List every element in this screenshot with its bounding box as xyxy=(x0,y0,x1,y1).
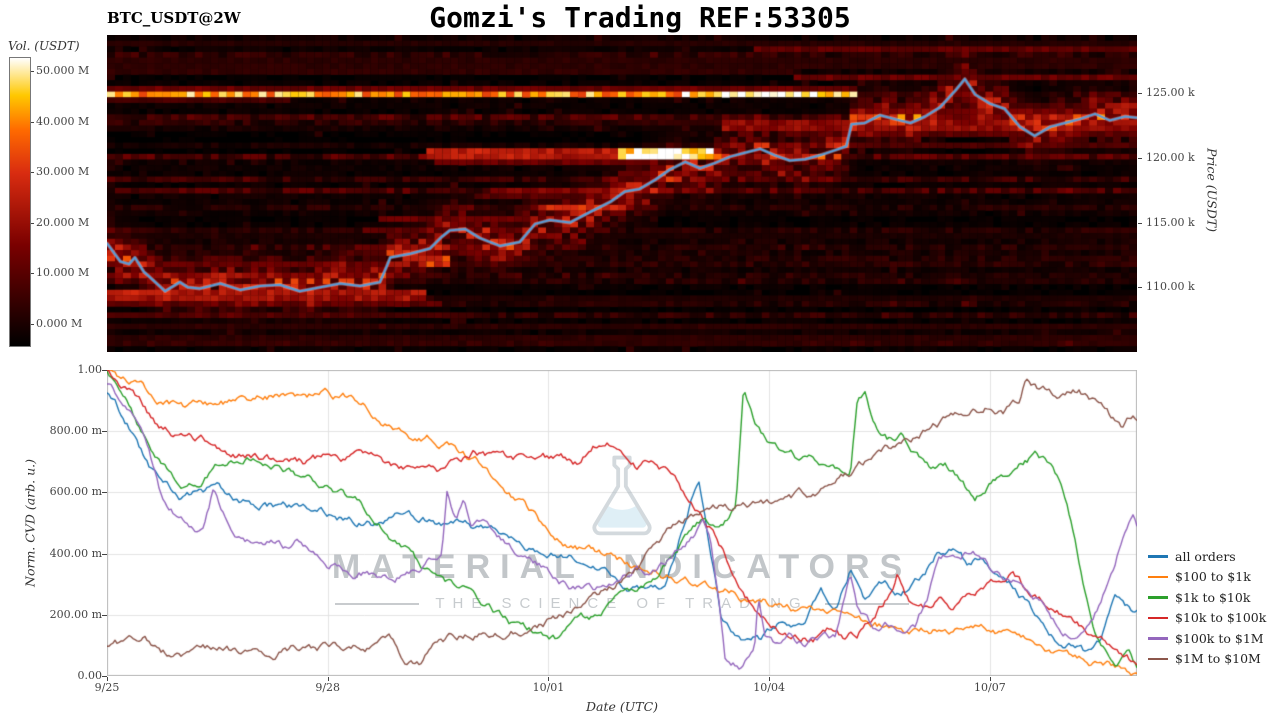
legend: all orders $100 to $1k $1k to $10k $10k to … xyxy=(1148,546,1266,669)
cvd-x-tick-mark xyxy=(107,677,108,681)
price-axis-label: Price (USDT) xyxy=(1204,148,1220,232)
price-tick-label: 110.00 k xyxy=(1146,280,1195,294)
cvd-y-tick-label: 0.00 xyxy=(77,669,103,682)
price-tick-label: 115.00 k xyxy=(1146,215,1195,229)
colorbar-tick-label: 0.000 M xyxy=(36,317,83,330)
cvd-y-tick-label: 400.00 m xyxy=(49,546,102,560)
legend-swatch xyxy=(1148,575,1168,578)
cvd-x-tick-mark xyxy=(989,677,991,681)
cvd-y-tick-label: 200.00 m xyxy=(49,607,102,621)
legend-label: $10k to $100k xyxy=(1175,610,1267,626)
legend-item: $100 to $1k xyxy=(1148,567,1266,588)
colorbar-tick-label: 30.000 M xyxy=(36,165,90,179)
colorbar-tick-label: 50.000 M xyxy=(36,64,90,77)
cvd-y-tick-mark xyxy=(102,431,107,433)
price-tick-mark xyxy=(1138,287,1142,289)
legend-swatch xyxy=(1148,616,1168,619)
cvd-y-tick-mark xyxy=(102,614,107,616)
colorbar-tick-mark xyxy=(31,273,34,275)
cvd-x-tick-label: 9/28 xyxy=(315,681,341,694)
cvd-x-tick-mark xyxy=(769,677,771,681)
colorbar-tick-mark xyxy=(31,172,34,174)
colorbar xyxy=(9,57,31,347)
legend-swatch xyxy=(1148,555,1168,558)
price-tick-label: 120.00 k xyxy=(1146,150,1195,164)
legend-label: $100k to $1M xyxy=(1175,630,1264,646)
cvd-y-tick-label: 600.00 m xyxy=(49,485,102,499)
cvd-x-tick-mark xyxy=(548,677,550,681)
cvd-x-tick-label: 10/01 xyxy=(532,681,565,694)
cvd-x-tick-label: 10/04 xyxy=(753,681,785,694)
legend-swatch xyxy=(1148,657,1168,660)
cvd-y-tick-mark xyxy=(102,370,107,371)
legend-label: all orders xyxy=(1175,548,1236,564)
cvd-y-tick-mark xyxy=(102,553,107,555)
legend-label: $1k to $10k xyxy=(1175,589,1251,605)
cvd-x-tick-mark xyxy=(327,677,329,681)
cvd-y-tick-label: 800.00 m xyxy=(49,424,102,438)
legend-swatch xyxy=(1148,637,1168,640)
price-tick-mark xyxy=(1138,157,1142,159)
colorbar-tick-mark xyxy=(31,71,34,72)
cvd-y-tick-mark xyxy=(102,492,107,494)
legend-swatch xyxy=(1148,596,1168,599)
colorbar-label: Vol. (USDT) xyxy=(8,39,80,53)
symbol-label: BTC_USDT@2W xyxy=(107,9,241,27)
heatmap-canvas xyxy=(107,35,1137,352)
cvd-x-axis-label: Date (UTC) xyxy=(585,699,659,714)
price-tick-label: 125.00 k xyxy=(1146,86,1195,100)
legend-item: all orders xyxy=(1148,546,1266,567)
cvd-y-tick-mark xyxy=(102,676,107,677)
cvd-x-tick-label: 10/07 xyxy=(973,681,1006,694)
legend-item: $1k to $10k xyxy=(1148,587,1266,608)
legend-item: $10k to $100k xyxy=(1148,608,1266,629)
cvd-y-axis-label: Norm. CVD (arb. u.) xyxy=(22,459,38,587)
legend-item: $1M to $10M xyxy=(1148,649,1266,670)
colorbar-tick-label: 10.000 M xyxy=(36,266,90,280)
cvd-y-tick-label: 1.00 xyxy=(77,363,103,376)
price-tick-mark xyxy=(1138,93,1142,95)
colorbar-tick-mark xyxy=(31,324,34,325)
colorbar-tick-mark xyxy=(31,222,34,224)
legend-label: $100 to $1k xyxy=(1175,569,1251,585)
legend-item: $100k to $1M xyxy=(1148,628,1266,649)
colorbar-tick-label: 20.000 M xyxy=(36,215,90,229)
price-tick-mark xyxy=(1138,222,1142,224)
colorbar-tick-mark xyxy=(31,121,34,123)
cvd-lines-canvas xyxy=(107,370,1137,676)
cvd-x-tick-label: 9/25 xyxy=(94,681,120,694)
colorbar-tick-label: 40.000 M xyxy=(36,114,90,128)
legend-label: $1M to $10M xyxy=(1175,651,1261,667)
page-title: Gomzi's Trading REF:53305 xyxy=(429,1,851,34)
